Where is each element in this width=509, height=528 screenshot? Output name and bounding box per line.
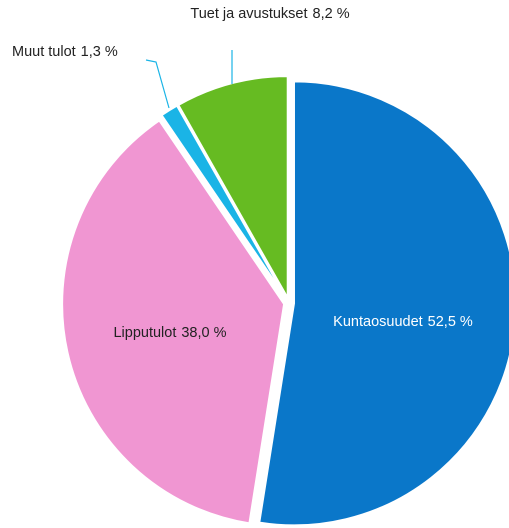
leader-line bbox=[145, 59, 170, 109]
category-label: Kuntaosuudet bbox=[333, 314, 423, 330]
labels: Kuntaosuudet 52,5 % Lipputulot 38,0 % Muut t… bbox=[12, 6, 473, 341]
value-label: 8,2 % bbox=[313, 6, 350, 22]
pie-slice bbox=[160, 104, 288, 300]
pie-slice bbox=[61, 119, 286, 525]
value-label: 52,5 % bbox=[428, 314, 473, 330]
slice-label: Muut tulot 1,3 % bbox=[12, 44, 118, 60]
slices bbox=[61, 75, 509, 527]
value-label: 1,3 % bbox=[81, 44, 118, 60]
slice-label: Lipputulot 38,0 % bbox=[113, 325, 226, 341]
category-label: Lipputulot bbox=[113, 325, 176, 341]
pie-slice bbox=[176, 75, 289, 302]
category-label: Muut tulot bbox=[12, 44, 76, 60]
value-label: 38,0 % bbox=[181, 325, 226, 341]
pie-slice bbox=[258, 80, 509, 527]
category-label: Tuet ja avustukset bbox=[190, 6, 307, 22]
slice-label: Tuet ja avustukset 8,2 % bbox=[190, 6, 349, 22]
slice-label: Kuntaosuudet 52,5 % bbox=[333, 314, 473, 330]
